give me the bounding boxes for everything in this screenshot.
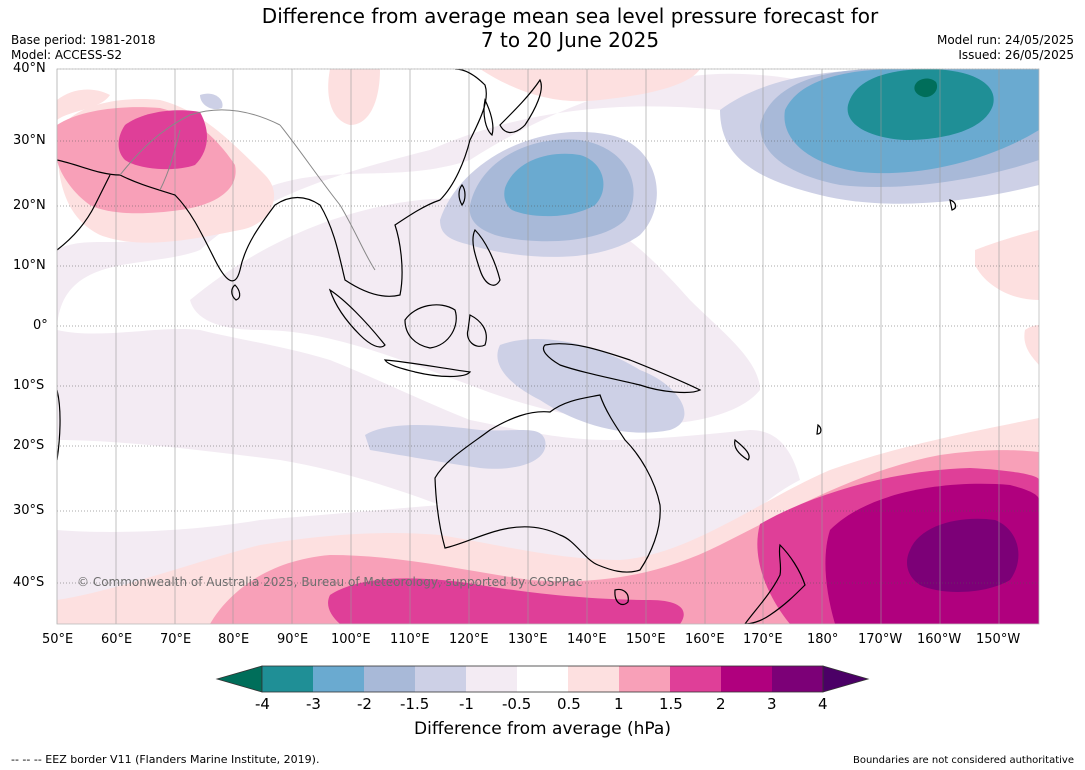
lon-label-90e: 90°E xyxy=(277,632,309,647)
colorbar-seg-1 xyxy=(262,666,313,692)
coast-sri-lanka xyxy=(231,284,241,301)
lon-label-110e: 110°E xyxy=(390,632,430,647)
colorbar-label: Difference from average (hPa) xyxy=(414,719,671,739)
coast-fiji xyxy=(816,423,822,435)
colorbar-seg-3 xyxy=(364,666,415,692)
colorbar-seg-10 xyxy=(721,666,772,692)
lat-label-40n: 40°N xyxy=(13,61,46,76)
lat-label-10n: 10°N xyxy=(13,258,46,273)
lat-label-20n: 20°N xyxy=(13,198,46,213)
colorbar-tick-8: 1.5 xyxy=(659,695,683,713)
colorbar-tick-10: 3 xyxy=(767,695,777,713)
coast-new-zealand xyxy=(744,543,806,624)
colorbar-tick-9: 2 xyxy=(716,695,726,713)
title-line-1: Difference from average mean sea level p… xyxy=(261,4,879,28)
lon-label-170w: 170°W xyxy=(858,632,903,647)
lon-label-130e: 130°E xyxy=(508,632,548,647)
coast-japan xyxy=(499,78,542,134)
colorbar-seg-8 xyxy=(619,666,670,692)
eez-note: -- -- -- EEZ border V11 (Flanders Marine… xyxy=(11,753,320,766)
coastlines xyxy=(57,69,957,624)
lon-label-160e: 160°E xyxy=(685,632,725,647)
title-line-2: 7 to 20 June 2025 xyxy=(480,28,660,52)
coast-asia xyxy=(57,69,487,297)
lat-label-0: 0° xyxy=(33,318,48,333)
coast-tasmania xyxy=(614,588,629,606)
colorbar-seg-7 xyxy=(568,666,619,692)
lon-label-180: 180° xyxy=(807,632,839,647)
coast-new-guinea xyxy=(542,343,702,394)
colorbar-seg-2 xyxy=(313,666,364,692)
map-frame xyxy=(56,68,1040,625)
country-borders xyxy=(119,109,376,271)
lat-label-40s: 40°S xyxy=(13,575,45,590)
coast-sulawesi xyxy=(466,314,487,347)
coast-new-caledonia xyxy=(734,438,750,461)
colorbar-seg-4 xyxy=(415,666,466,692)
colorbar-seg-11 xyxy=(772,666,823,692)
colorbar-seg-0 xyxy=(215,665,263,693)
coast-sumatra xyxy=(328,288,386,348)
coast-africa xyxy=(57,389,61,461)
model-name: Model: ACCESS-S2 xyxy=(11,48,123,62)
colorbar-tick-7: 1 xyxy=(614,695,624,713)
chart-title: Difference from average mean sea level p… xyxy=(0,4,1085,52)
coast-hawaii xyxy=(949,199,957,211)
lat-label-30s: 30°S xyxy=(13,503,45,518)
issued-date: Issued: 26/05/2025 xyxy=(958,48,1074,62)
lon-label-160w: 160°W xyxy=(917,632,962,647)
colorbar-tick-2: -2 xyxy=(357,695,372,713)
lat-label-30n: 30°N xyxy=(13,133,46,148)
coast-borneo xyxy=(404,304,457,349)
model-run: Model run: 24/05/2025 xyxy=(936,33,1074,47)
lon-label-150w: 150°W xyxy=(976,632,1021,647)
coast-arabia xyxy=(57,174,111,251)
colorbar-tick-6: 0.5 xyxy=(557,695,581,713)
base-period: Base period: 1981-2018 xyxy=(11,33,156,47)
lon-label-120e: 120°E xyxy=(449,632,489,647)
coast-korea xyxy=(483,98,494,137)
lon-label-60e: 60°E xyxy=(101,632,133,647)
lon-label-80e: 80°E xyxy=(218,632,250,647)
lon-label-150e: 150°E xyxy=(626,632,666,647)
colorbar-tick-5: -0.5 xyxy=(502,695,532,713)
lat-label-20s: 20°S xyxy=(13,438,45,453)
colorbar xyxy=(215,665,870,693)
coast-java xyxy=(383,359,472,378)
colorbar-seg-12 xyxy=(822,665,870,693)
colorbar-seg-9 xyxy=(670,666,721,692)
anomaly-field xyxy=(57,69,1039,624)
coast-australia xyxy=(434,394,661,573)
coast-taiwan xyxy=(458,184,466,207)
copyright-note: © Commonwealth of Australia 2025, Bureau… xyxy=(77,575,583,589)
colorbar-tick-3: -1.5 xyxy=(400,695,430,713)
boundaries-note: Boundaries are not considered authoritat… xyxy=(852,755,1074,766)
lon-label-170e: 170°E xyxy=(743,632,783,647)
colorbar-tick-4: -1 xyxy=(459,695,474,713)
colorbar-tick-1: -3 xyxy=(306,695,321,713)
colorbar-seg-5 xyxy=(466,666,517,692)
colorbar-tick-0: -4 xyxy=(255,695,270,713)
lon-label-50e: 50°E xyxy=(42,632,74,647)
lon-label-140e: 140°E xyxy=(567,632,607,647)
colorbar-seg-6 xyxy=(517,666,568,692)
lon-label-70e: 70°E xyxy=(160,632,192,647)
colorbar-tick-11: 4 xyxy=(818,695,828,713)
lat-label-10s: 10°S xyxy=(13,378,45,393)
coast-philippines xyxy=(472,228,501,286)
lon-label-100e: 100°E xyxy=(331,632,371,647)
